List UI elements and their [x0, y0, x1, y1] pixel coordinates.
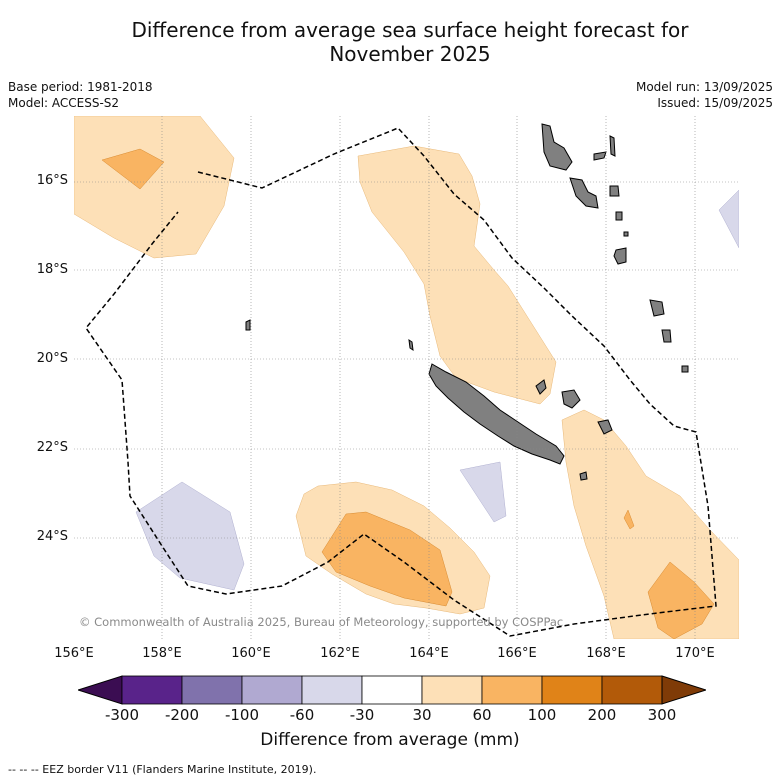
anomaly-negative-layer: [135, 189, 739, 591]
negative-region-central: [459, 461, 507, 523]
aneityum-island: [681, 365, 689, 373]
chart-title: Difference from average sea surface heig…: [80, 18, 740, 66]
negative-region-east: [718, 189, 739, 249]
land-layer: [245, 123, 689, 481]
meta-right: Model run: 13/09/2025 Issued: 15/09/2025: [636, 79, 773, 111]
map-svg: © Commonwealth of Australia 2025, Bureau…: [74, 116, 739, 639]
colorbar-cell: [361, 675, 423, 705]
lifou-island: [561, 389, 581, 409]
colorbar-cell: [421, 675, 483, 705]
colorbar-cell: [241, 675, 303, 705]
mare-island: [597, 419, 613, 435]
epi-island: [609, 185, 620, 197]
forecast-map: © Commonwealth of Australia 2025, Bureau…: [74, 116, 739, 639]
colorbar-extend-low: [78, 675, 123, 705]
negative-region-west: [135, 481, 245, 591]
grid-lines: [74, 116, 739, 639]
malakula-island: [569, 177, 599, 209]
lat-tick-18s: 18°S: [36, 262, 68, 277]
anomaly-core-southeast: [647, 561, 715, 639]
colorbar-tick-label: -30: [349, 706, 375, 724]
eez-footnote: -- -- -- EEZ border V11 (Flanders Marine…: [8, 763, 317, 776]
anomaly-core-small: [623, 509, 635, 530]
colorbar-cell: [301, 675, 363, 705]
meta-left: Base period: 1981-2018 Model: ACCESS-S2: [8, 79, 153, 111]
lat-tick-16s: 16°S: [36, 173, 68, 188]
model-run-label: Model run: 13/09/2025: [635, 80, 773, 94]
pentecost-island: [609, 135, 616, 157]
colorbar-tick-label: -200: [164, 706, 200, 724]
small-island-2: [408, 338, 414, 352]
colorbar-label: Difference from average (mm): [260, 730, 520, 750]
lon-tick-162e: 162°E: [320, 646, 360, 661]
anomaly-region-nw: [74, 116, 235, 259]
model-label: Model: ACCESS-S2: [8, 96, 120, 110]
copyright-text: © Commonwealth of Australia 2025, Bureau…: [79, 615, 563, 629]
colorbar-tick-label: 60: [472, 706, 492, 724]
title-line-2: November 2025: [329, 42, 491, 66]
colorbar-extend-high: [661, 675, 706, 705]
lon-tick-160e: 160°E: [231, 646, 271, 661]
small-island-3: [623, 231, 629, 237]
new-caledonia-island: [428, 363, 565, 465]
lat-tick-24s: 24°S: [36, 529, 68, 544]
small-island-1: [245, 319, 251, 331]
lon-tick-156e: 156°E: [54, 646, 94, 661]
anomaly-region-central: [357, 145, 557, 405]
ouvea-island: [535, 379, 547, 395]
colorbar-cell: [181, 675, 243, 705]
issued-label: Issued: 15/09/2025: [657, 96, 773, 110]
erromango-island: [649, 299, 665, 317]
colorbar-tick-label: 300: [647, 706, 677, 724]
shepherd-island: [615, 211, 623, 221]
colorbar-cell: [601, 675, 663, 705]
title-line-1: Difference from average sea surface heig…: [131, 18, 689, 42]
colorbar-tick-label: 200: [587, 706, 617, 724]
colorbar-cell: [121, 675, 183, 705]
colorbar-cell: [541, 675, 603, 705]
anomaly-core-nw: [101, 148, 165, 190]
lon-tick-166e: 166°E: [497, 646, 537, 661]
colorbar-tick-label: -100: [224, 706, 260, 724]
eez-border-line: [85, 127, 717, 637]
lat-tick-22s: 22°S: [36, 440, 68, 455]
isle-of-pines: [579, 471, 588, 481]
anomaly-60-100-layer: [101, 148, 715, 639]
anomaly-core-south: [321, 511, 453, 607]
lon-tick-158e: 158°E: [142, 646, 182, 661]
lon-tick-168e: 168°E: [586, 646, 626, 661]
lon-tick-164e: 164°E: [409, 646, 449, 661]
ambae-island: [593, 151, 607, 161]
colorbar: [78, 675, 706, 705]
tanna-island: [661, 329, 672, 343]
colorbar-tick-label: 30: [412, 706, 432, 724]
colorbar-cell: [481, 675, 543, 705]
colorbar-tick-label: 100: [527, 706, 557, 724]
colorbar-tick-label: -60: [289, 706, 315, 724]
efate-island: [613, 247, 627, 265]
lon-tick-170e: 170°E: [675, 646, 715, 661]
espiritu-santo-island: [541, 123, 573, 171]
colorbar-cells: [78, 675, 706, 705]
colorbar-tick-label: -300: [104, 706, 140, 724]
base-period-label: Base period: 1981-2018: [8, 80, 153, 94]
lat-tick-20s: 20°S: [36, 351, 68, 366]
